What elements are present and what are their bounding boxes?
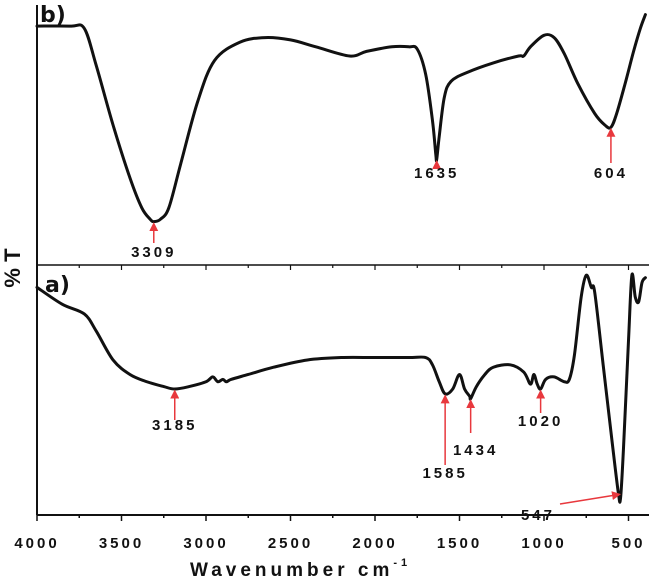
x-tick-label: 500 bbox=[611, 535, 645, 552]
peak-annotation-3185: 3185 bbox=[152, 389, 197, 434]
x-axis-title: Wavenumber cm-1 bbox=[190, 557, 411, 581]
peak-arrow bbox=[559, 491, 621, 505]
peak-label: 3185 bbox=[152, 417, 197, 434]
peak-annotation-547: 547 bbox=[521, 491, 621, 524]
peak-label: 1635 bbox=[414, 165, 459, 182]
x-tick-label: 3000 bbox=[183, 535, 228, 552]
x-ticks bbox=[36, 515, 630, 521]
peak-label: 1434 bbox=[453, 442, 498, 459]
peak-annotation-1434: 1434 bbox=[453, 399, 498, 459]
x-axis-title-superscript: -1 bbox=[393, 557, 411, 569]
x-tick-label: 2000 bbox=[352, 535, 397, 552]
peak-label: 604 bbox=[594, 165, 628, 182]
x-tick-label: 3500 bbox=[99, 535, 144, 552]
panel-divider-ticks bbox=[36, 265, 630, 270]
peak-label: 547 bbox=[521, 507, 555, 524]
x-axis-title-text: Wavenumber cm bbox=[190, 560, 393, 581]
x-tick-labels: 4000 3500 3000 2500 2000 1500 1000 500 bbox=[14, 535, 645, 552]
x-tick-label: 2500 bbox=[268, 535, 313, 552]
peak-annotation-1020: 1020 bbox=[518, 389, 563, 430]
spectrum-line-b bbox=[35, 13, 647, 224]
x-tick-label: 1500 bbox=[437, 535, 482, 552]
x-tick-label: 4000 bbox=[14, 535, 59, 552]
panel-label-b: b) bbox=[40, 3, 66, 28]
peak-annotation-3309: 3309 bbox=[131, 222, 176, 261]
peak-annotation-1635: 1635 bbox=[414, 160, 459, 182]
peak-label: 3309 bbox=[131, 244, 176, 261]
panel-label-a: a) bbox=[45, 273, 70, 298]
spectrum-line-a bbox=[35, 272, 647, 504]
peak-label: 1585 bbox=[422, 465, 467, 482]
peak-label: 1020 bbox=[518, 413, 563, 430]
y-axis-title: % T bbox=[0, 248, 25, 288]
x-tick-label: 1000 bbox=[521, 535, 566, 552]
peak-annotation-604: 604 bbox=[594, 127, 628, 182]
axes: 4000 3500 3000 2500 2000 1500 1000 500 bbox=[14, 5, 649, 552]
peak-annotation-1585: 1585 bbox=[422, 394, 467, 482]
peak-annotations: 3309 1635 604 3185 1585 1434 1020 547 bbox=[131, 127, 628, 524]
